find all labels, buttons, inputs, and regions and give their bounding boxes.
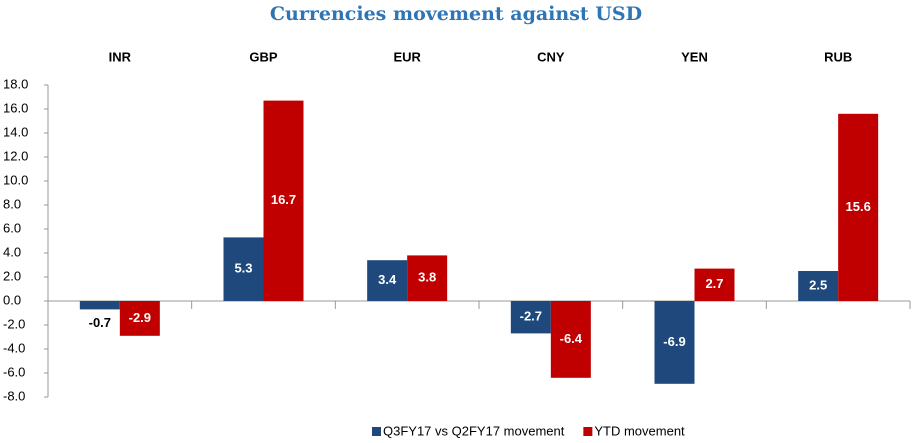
y-tick-label: 14.0 [3,124,28,139]
y-tick-label: 4.0 [3,244,21,259]
category-label: GBP [249,49,278,64]
y-tick-label: -6.0 [3,364,25,379]
category-label: RUB [824,49,852,64]
bar [119,301,160,336]
value-label: -0.7 [89,315,111,330]
chart-title: Currencies movement against USD [270,3,642,25]
legend-swatch [583,427,593,436]
y-tick-label: 8.0 [3,196,21,211]
bar [367,260,408,301]
y-tick-label: -8.0 [3,388,25,403]
bar [510,301,551,334]
value-label: 3.4 [378,272,397,287]
category-label: INR [109,49,132,64]
bar [550,301,591,378]
category-label: YEN [681,49,708,64]
value-label: 2.5 [809,277,827,292]
y-tick-label: -4.0 [3,340,25,355]
value-label: 5.3 [234,261,252,276]
y-tick-label: -2.0 [3,316,25,331]
y-tick-label: 16.0 [3,100,28,115]
legend-label: Q3FY17 vs Q2FY17 movement [383,423,565,438]
bar [838,113,879,301]
value-label: -2.9 [129,310,151,325]
bar [654,301,695,384]
y-tick-label: 18.0 [3,76,28,91]
y-tick-label: 10.0 [3,172,28,187]
bar [798,271,839,301]
category-label: CNY [537,49,565,64]
legend-swatch [372,427,381,436]
y-tick-label: 0.0 [3,292,21,307]
value-label: -2.7 [520,309,542,324]
bar [263,100,304,301]
bar [694,268,735,301]
bar [223,237,264,301]
value-label: 3.8 [418,270,436,285]
value-label: -6.9 [663,334,685,349]
value-label: 16.7 [271,192,296,207]
bar [79,301,120,310]
y-tick-label: 6.0 [3,220,21,235]
y-tick-label: 12.0 [3,148,28,163]
value-label: 15.6 [846,199,871,214]
legend-label: YTD movement [594,423,685,438]
value-label: -6.4 [560,331,583,346]
value-label: 2.7 [705,276,723,291]
y-tick-label: 2.0 [3,268,21,283]
category-label: EUR [393,49,421,64]
bar [407,255,448,301]
